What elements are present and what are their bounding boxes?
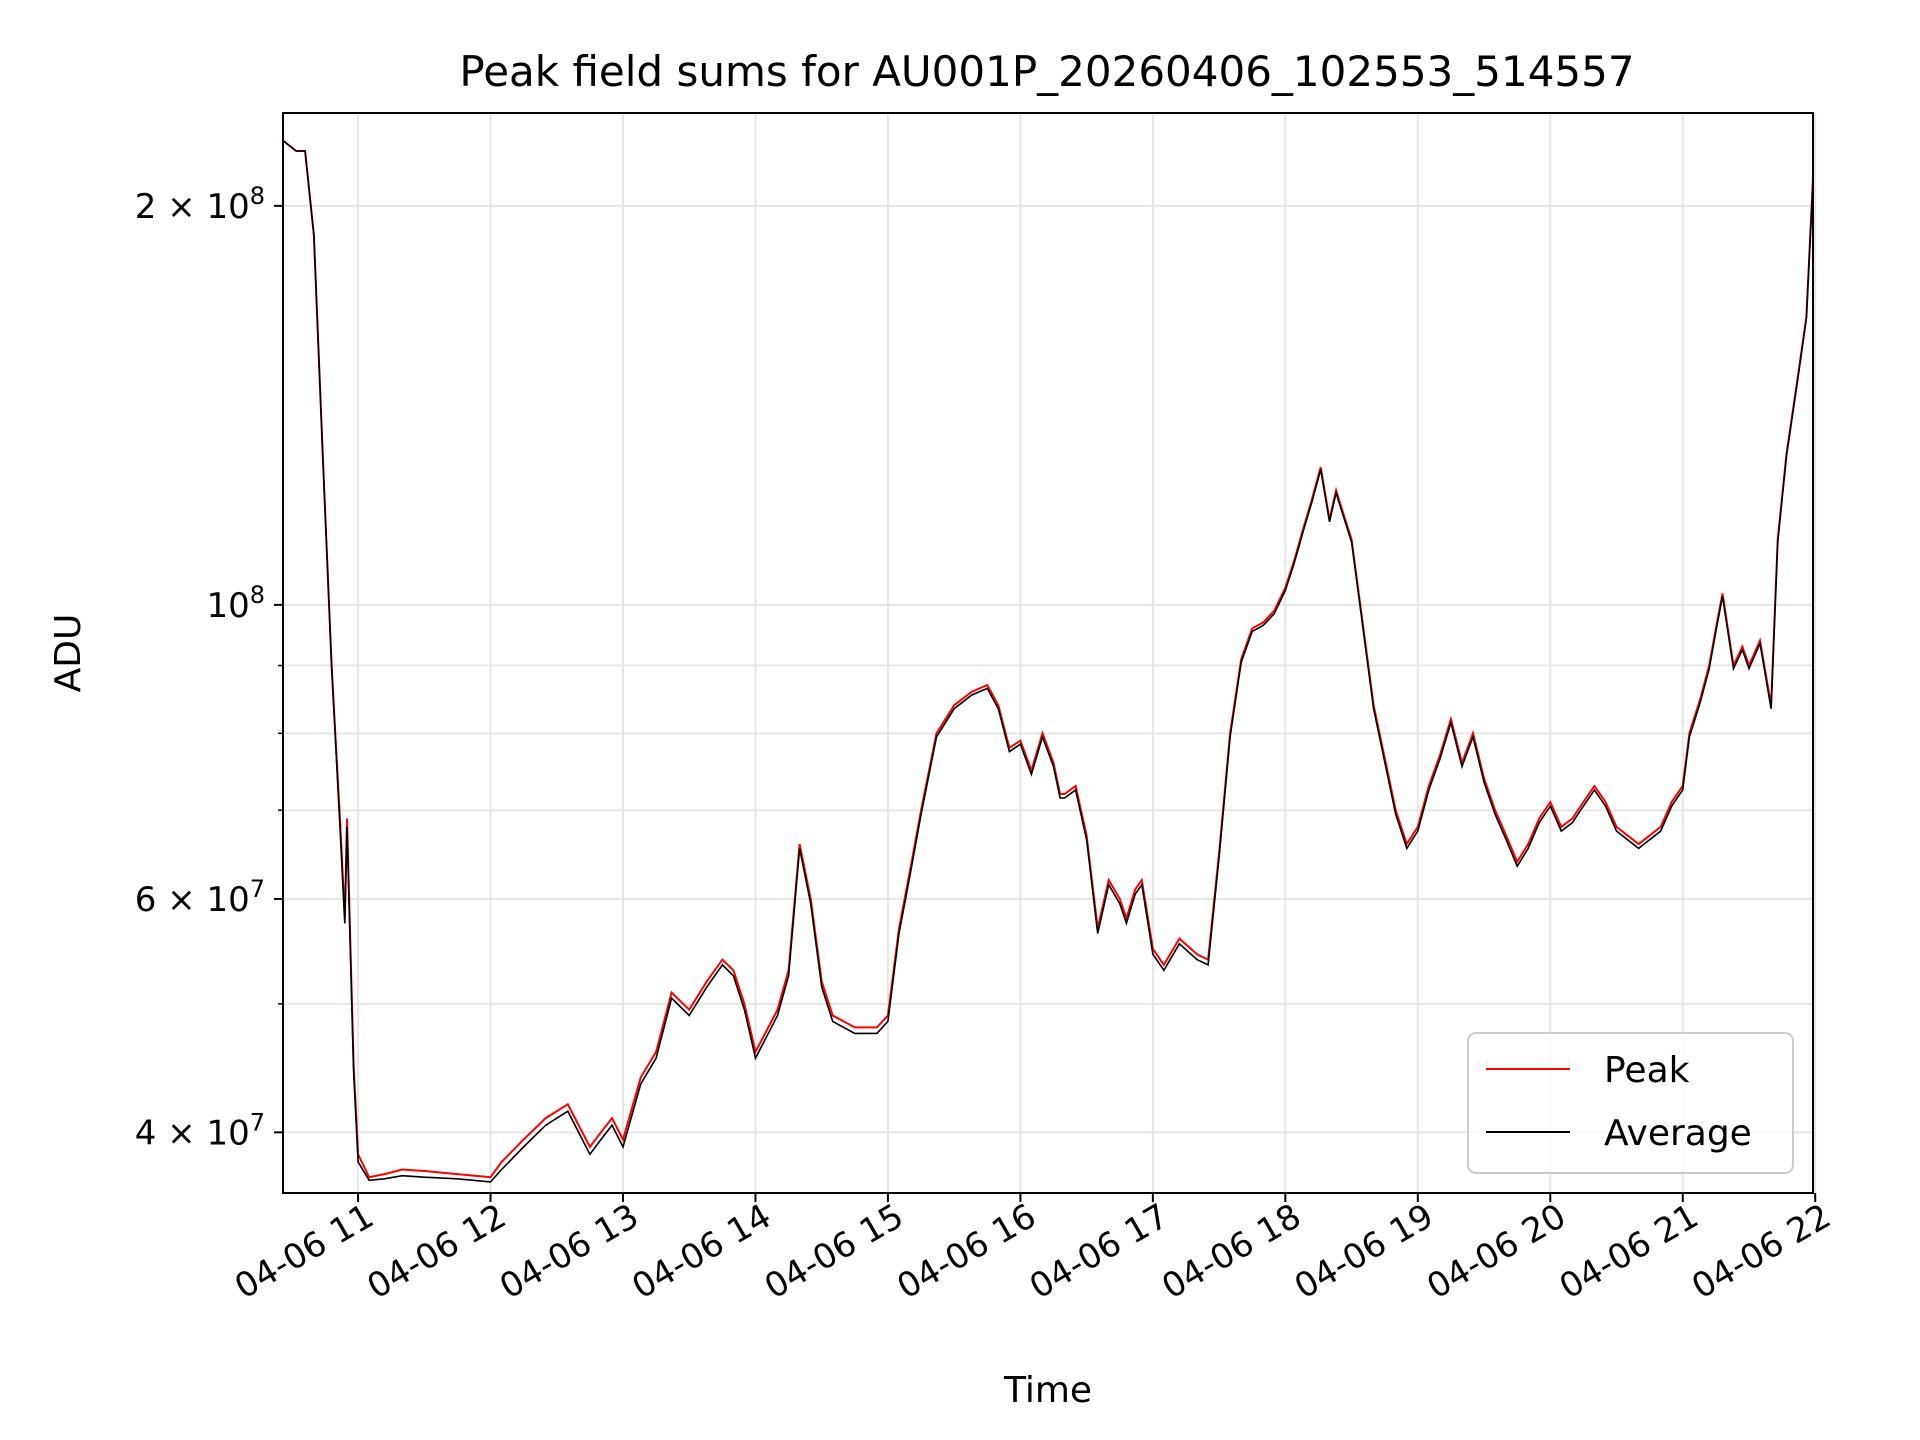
series-line-average <box>282 139 1814 1183</box>
legend-label-average: Average <box>1604 1113 1752 1154</box>
chart-title: Peak field sums for AU001P_20260406_1025… <box>459 47 1634 96</box>
series-line-peak <box>282 139 1814 1179</box>
y-axis-title: ADU <box>48 614 89 693</box>
y-tick-label: 2 × 108 <box>135 182 265 227</box>
grid-lines <box>283 113 1817 1193</box>
plot-series <box>282 139 1814 1183</box>
plot-area-frame <box>282 112 1814 1194</box>
y-axis-ticks: 4 × 107 6 × 107 108 2 × 108 <box>135 182 283 1153</box>
legend: Peak Average <box>1467 1032 1794 1174</box>
y-tick-label: 4 × 107 <box>135 1108 265 1153</box>
x-axis-title: Time <box>1003 1370 1092 1411</box>
y-tick-label: 108 <box>206 581 265 626</box>
legend-label-peak: Peak <box>1604 1050 1690 1091</box>
y-tick-label: 6 × 107 <box>135 875 265 920</box>
